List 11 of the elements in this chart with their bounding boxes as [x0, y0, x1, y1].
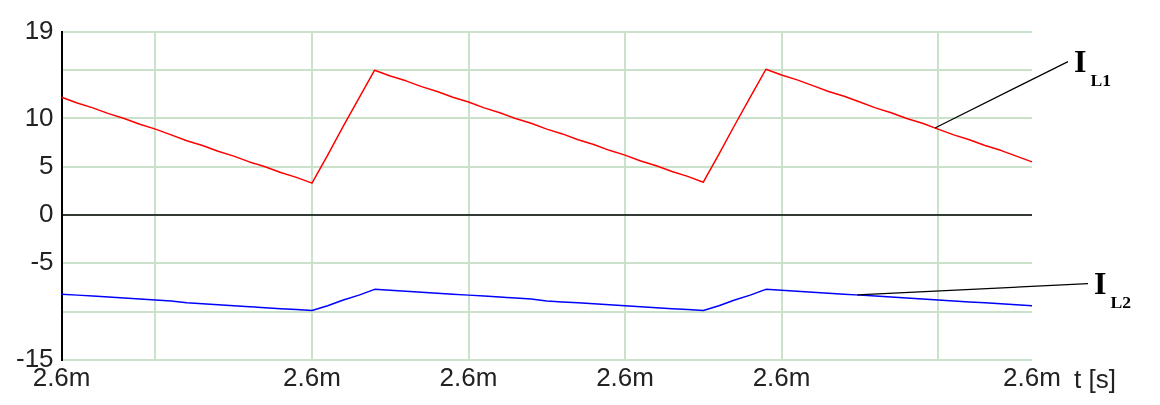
x-tick-label: 2.6m	[283, 361, 341, 392]
x-tick-label: 2.6m	[1003, 361, 1061, 392]
x-axis-title: t [s]	[1074, 363, 1116, 394]
x-tick-label: 2.6m	[439, 361, 498, 392]
y-tick-label: 0	[39, 198, 54, 229]
x-tick-label: 2.6m	[596, 361, 654, 392]
y-tick-label: 19	[24, 14, 54, 45]
y-tick-label: -5	[30, 246, 54, 277]
y-tick-label: 5	[39, 149, 54, 180]
y-tick-label: 10	[24, 101, 54, 132]
x-tick-label: 2.6m	[752, 361, 811, 392]
